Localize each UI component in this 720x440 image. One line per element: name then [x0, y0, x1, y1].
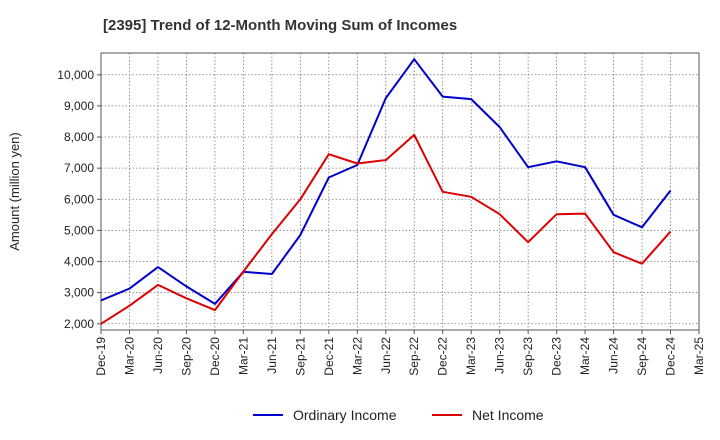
- grid-lines: [101, 53, 699, 330]
- y-tick-label: 5,000: [64, 223, 94, 237]
- x-tick-label: Dec-22: [436, 337, 450, 376]
- x-tick-label: Jun-20: [151, 337, 165, 374]
- y-tick-label: 3,000: [64, 286, 94, 300]
- x-tick-label: Dec-21: [322, 337, 336, 376]
- series-line-ordinary-income: [100, 58, 672, 305]
- y-tick-label: 4,000: [64, 255, 94, 269]
- y-tick-label: 10,000: [57, 68, 94, 82]
- x-tick-label: Dec-23: [550, 337, 564, 376]
- series-lines: [100, 58, 672, 325]
- plot-area: [100, 52, 700, 331]
- x-tick-label: Dec-24: [664, 337, 678, 376]
- y-axis-label: Amount (million yen): [7, 132, 22, 251]
- x-tick-label: Mar-25: [692, 337, 706, 375]
- legend-label: Ordinary Income: [293, 407, 397, 423]
- y-tick-label: 9,000: [64, 99, 94, 113]
- y-tick-label: 7,000: [64, 161, 94, 175]
- x-tick-label: Mar-22: [350, 337, 364, 375]
- y-axis-ticks: 2,000 3,000 4,000 5,000 6,000 7,000 8,000 9,000…: [57, 68, 101, 331]
- x-tick-label: Mar-20: [122, 337, 136, 375]
- legend: Ordinary Income Net Income: [253, 407, 544, 423]
- x-tick-label: Dec-19: [94, 337, 108, 376]
- x-tick-label: Sep-22: [407, 337, 421, 376]
- x-tick-label: Mar-23: [464, 337, 478, 375]
- x-tick-label: Sep-21: [293, 337, 307, 376]
- x-tick-label: Mar-21: [236, 337, 250, 375]
- y-tick-label: 8,000: [64, 130, 94, 144]
- series-line-net-income: [100, 133, 672, 325]
- chart-title: [2395] Trend of 12-Month Moving Sum of I…: [103, 17, 457, 34]
- x-tick-label: Jun-22: [379, 337, 393, 374]
- x-tick-label: Sep-20: [179, 337, 193, 376]
- x-tick-label: Jun-24: [607, 337, 621, 374]
- x-tick-label: Dec-20: [208, 337, 222, 376]
- x-tick-label: Sep-24: [635, 337, 649, 376]
- x-tick-label: Sep-23: [521, 337, 535, 376]
- x-tick-label: Jun-23: [493, 337, 507, 374]
- x-tick-label: Mar-24: [578, 337, 592, 375]
- y-tick-label: 6,000: [64, 192, 94, 206]
- legend-label: Net Income: [472, 407, 544, 423]
- x-tick-label: Jun-21: [265, 337, 279, 374]
- x-axis-ticks: Dec-19 Mar-20 Jun-20 Sep-20 Dec-20 Mar-21 Jun-…: [94, 330, 706, 376]
- y-tick-label: 2,000: [64, 317, 94, 331]
